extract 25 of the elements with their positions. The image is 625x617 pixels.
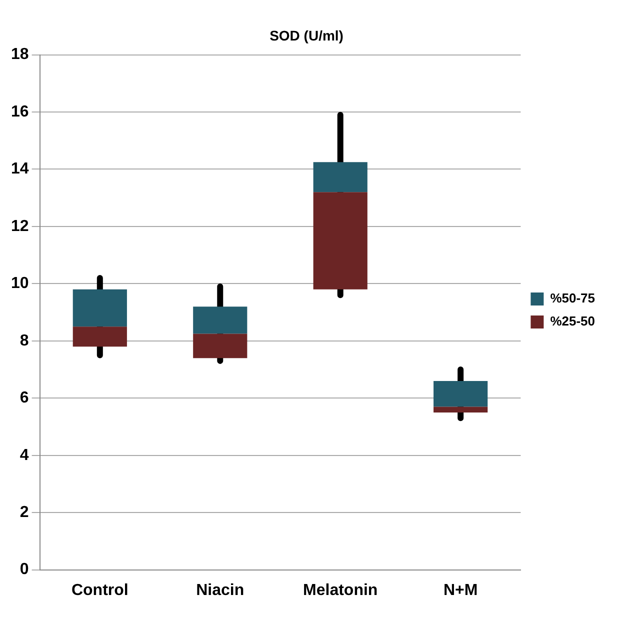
y-tick-label: 14 xyxy=(11,160,29,178)
y-tick-label: 18 xyxy=(11,46,29,64)
y-tick-label: 16 xyxy=(11,103,29,120)
x-tick-label: Melatonin xyxy=(303,582,378,599)
x-tick-label: N+M xyxy=(443,582,478,599)
legend-label: %25-50 xyxy=(550,314,596,329)
bar xyxy=(313,192,368,290)
bar xyxy=(193,306,248,334)
y-tick-label: 10 xyxy=(11,275,29,292)
x-tick-label: Control xyxy=(71,582,128,599)
y-tick-label: 4 xyxy=(20,446,29,464)
bar xyxy=(72,289,127,327)
chart-title: SOD (U/ml) xyxy=(270,27,344,44)
bar xyxy=(434,380,488,407)
y-tick-label: 12 xyxy=(11,218,29,235)
bar xyxy=(313,162,368,192)
y-tick-label: 2 xyxy=(20,504,29,521)
bar xyxy=(434,406,488,412)
x-tick-label: Niacin xyxy=(196,582,244,599)
y-tick-label: 0 xyxy=(20,561,29,578)
y-tick-label: 6 xyxy=(20,390,29,407)
bar xyxy=(72,326,127,347)
bar xyxy=(193,334,248,358)
legend-label: %50-75 xyxy=(550,290,596,306)
y-tick-label: 8 xyxy=(20,332,29,350)
